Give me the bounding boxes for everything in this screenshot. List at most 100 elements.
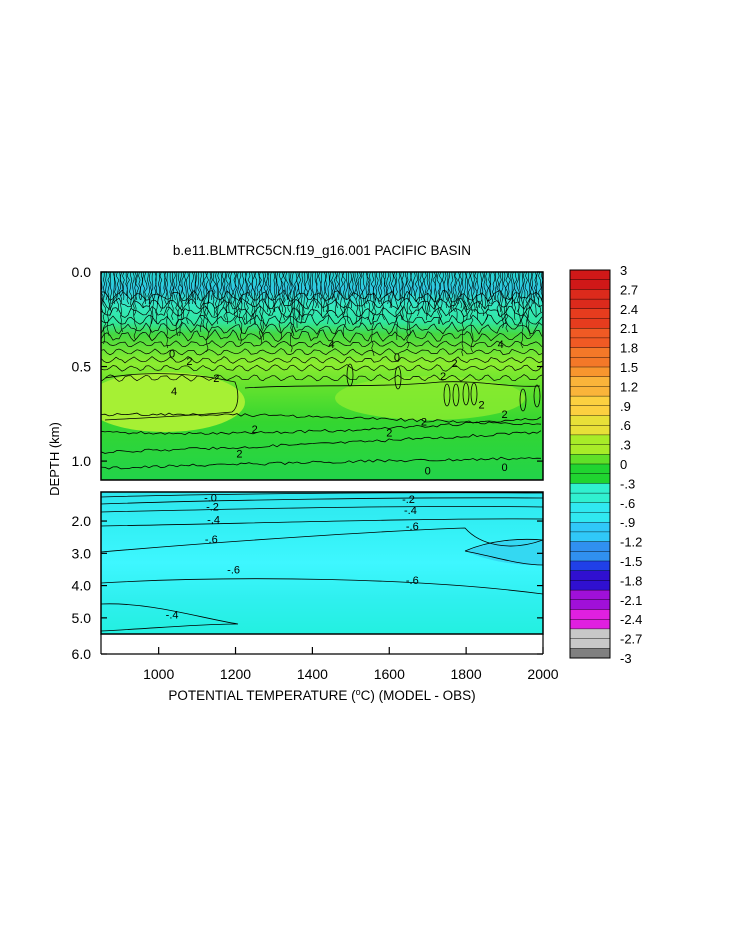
colorbar-swatch [569, 386, 611, 397]
upper-noise-line [129, 272, 133, 309]
upper-noise-line [447, 272, 451, 317]
upper-contour-line [101, 430, 542, 454]
upper-noise-line [388, 272, 393, 309]
upper-contour-line [101, 329, 543, 343]
lower-panel: -.0-.2-.4-.6-.6-.4-.2-.4-.6-.6 [100, 491, 544, 635]
upper-noise-line [353, 272, 357, 301]
upper-noise-line [458, 272, 463, 309]
colorbar-label: 3 [620, 263, 627, 278]
upper-noise-line [132, 272, 135, 317]
colorbar-swatch [569, 405, 611, 416]
y-tick-label: 3.0 [72, 545, 92, 561]
colorbar-swatch [569, 415, 611, 426]
x-axis-label-tail: C) (MODEL - OBS) [361, 688, 476, 703]
colorbar-frame [569, 269, 611, 659]
upper-noise-line [159, 272, 164, 313]
upper-noise-line [311, 272, 315, 317]
upper-noise-line [298, 272, 302, 321]
colorbar-swatch [569, 638, 611, 649]
colorbar-swatch [569, 376, 611, 387]
upper-noise-line [364, 272, 368, 305]
upper-noise-line [398, 272, 401, 301]
colorbar-swatch [569, 463, 611, 475]
upper-noise-line [221, 272, 225, 309]
upper-noise-line [480, 272, 485, 317]
lower-contour-line [101, 578, 543, 595]
colorbar-swatch [569, 648, 611, 659]
upper-noise-line [362, 272, 366, 309]
y-tick-label: 4.0 [72, 578, 92, 594]
upper-noise-line [269, 272, 273, 301]
lower-contour-line [464, 538, 543, 552]
upper-noise-line [172, 272, 176, 301]
colorbar-swatch [569, 541, 611, 552]
upper-noise-line [179, 272, 183, 337]
contour-label: -.6 [406, 521, 419, 533]
contour-label: 4 [329, 339, 335, 351]
upper-noise-line [370, 272, 375, 357]
colorbar-labels: 3 2.7 2.4 2.1 1.8 1.5 1.2 .9 .6 .3 0 -.3 -.6 -.9 -1.2 -… [620, 263, 642, 666]
contour-label: 0 [502, 462, 508, 474]
upper-noise-line [219, 272, 223, 305]
upper-noise-line [307, 272, 311, 297]
upper-panel-frame [100, 271, 544, 481]
upper-noise-line [210, 272, 214, 301]
upper-noise-line [366, 272, 370, 321]
x-tick-label: 1600 [374, 666, 405, 682]
colorbar-swatch [569, 502, 611, 513]
upper-noise-line [377, 272, 381, 305]
lower-contour-line [101, 497, 543, 505]
upper-contour-line [101, 305, 543, 319]
upper-noise-line [417, 272, 421, 317]
upper-noise-line [533, 272, 537, 316]
colorbar-swatch [569, 473, 611, 484]
upper-noise-line [522, 272, 526, 309]
upper-noise-line [181, 272, 186, 321]
upper-noise-line [157, 272, 161, 305]
contour-label: 2 [440, 371, 446, 383]
x-axis-ticks: 1000 1200 1400 1600 1800 2000 [100, 634, 559, 682]
colorbar-swatch [569, 395, 611, 407]
upper-noise-line [489, 272, 493, 305]
contour-label: -.4 [207, 514, 220, 526]
upper-noise-line [227, 272, 231, 313]
colorbar-swatch [569, 512, 611, 523]
colorbar-swatch [569, 619, 611, 630]
upper-noise-line [432, 272, 437, 309]
upper-noise-line [164, 272, 168, 305]
upper-noise-line [166, 272, 170, 349]
chart-title: b.e11.BLMTRC5CN.f19_g16.001 PACIFIC BASI… [173, 243, 471, 258]
colorbar-swatch [569, 531, 611, 543]
colorbar-swatch [569, 599, 611, 610]
colorbar-swatch [569, 337, 611, 349]
upper-noise-line [507, 272, 511, 301]
contour-label: 2 [236, 449, 242, 461]
upper-noise-line [208, 272, 212, 304]
upper-noise-line [329, 272, 333, 301]
upper-noise-line [122, 272, 125, 301]
upper-noise-line [340, 272, 344, 317]
upper-noise-line [197, 272, 200, 301]
upper-noise-line [472, 272, 476, 313]
upper-noise-line [511, 272, 515, 309]
upper-noise-line [258, 272, 263, 345]
upper-noise-line [113, 272, 117, 305]
colorbar-label: -1.8 [620, 573, 642, 588]
upper-contour-bubble [452, 383, 460, 407]
colorbar-swatch [569, 425, 611, 436]
upper-noise-line [375, 272, 379, 301]
y-axis-ticks: 0.0 0.5 1.0 2.0 3.0 4.0 5.0 6.0 [72, 264, 543, 662]
colorbar-swatch [569, 609, 611, 620]
colorbar-swatch [569, 357, 611, 368]
upper-noise-line [535, 272, 540, 301]
upper-noise-line [133, 272, 137, 341]
y-axis-label: DEPTH (km) [47, 422, 62, 496]
contour-label: 2 [478, 399, 484, 411]
upper-noise-line [419, 272, 423, 301]
upper-noise-line [251, 272, 256, 325]
upper-noise-line [520, 272, 524, 349]
lower-contour-line [101, 527, 543, 553]
upper-contour-line [101, 364, 543, 372]
upper-noise-line [243, 272, 247, 321]
colorbar-swatch [569, 366, 611, 378]
